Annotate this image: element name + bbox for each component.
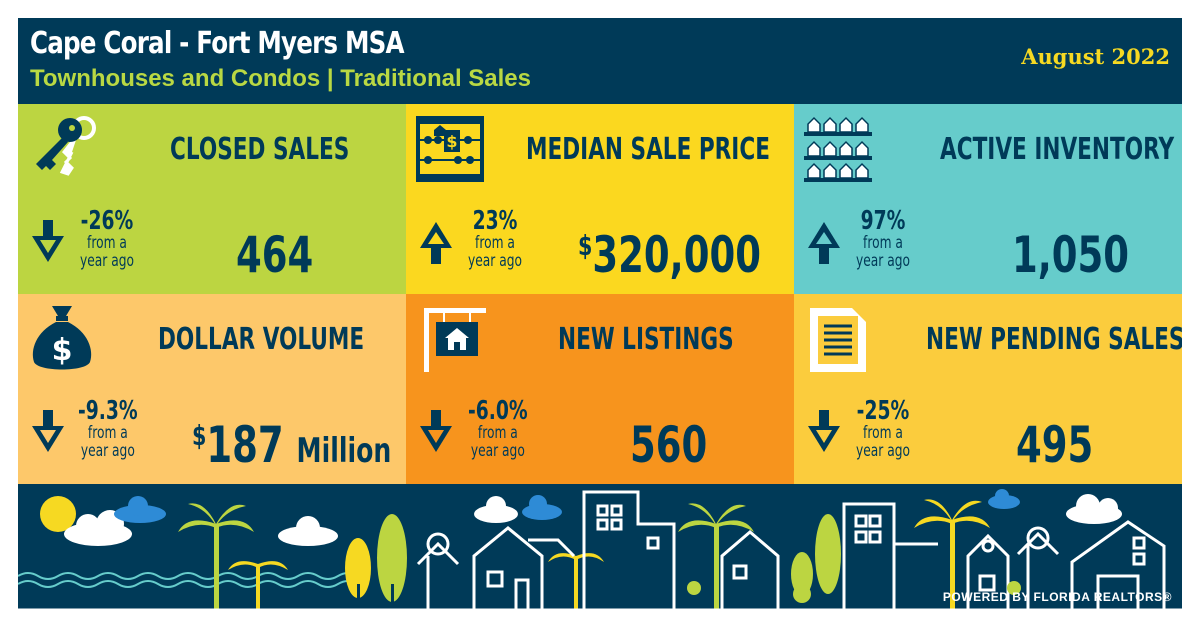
- arrow-down-icon: [420, 410, 452, 452]
- change-sub: year ago: [468, 251, 522, 271]
- svg-text:$: $: [446, 132, 457, 151]
- change-percent: -25%: [856, 396, 910, 426]
- value-number: 187: [206, 416, 284, 474]
- change-sub: year ago: [856, 251, 910, 271]
- palm-tree-icon: [914, 499, 990, 610]
- value-unit: Million: [296, 431, 392, 471]
- cloud-icon: [64, 510, 132, 546]
- cloud-icon: [278, 516, 338, 546]
- tile-value: $320,000: [578, 230, 761, 280]
- arrow-up-icon: [420, 222, 452, 264]
- change-text: -6.0% from a year ago: [468, 398, 528, 460]
- tile-active-inventory: ACTIVE INVENTORY 97% from a year ago 1,0…: [794, 104, 1182, 294]
- palm-tree-icon: [178, 503, 254, 610]
- change-text: 97% from a year ago: [856, 208, 910, 270]
- palm-tree-icon: [228, 561, 288, 610]
- palm-tree-icon: [548, 553, 604, 610]
- change-sub: from a: [477, 423, 518, 443]
- shrub-icon: [687, 581, 1021, 603]
- document-icon: [810, 308, 866, 372]
- powered-by-text: POWERED BY FLORIDA REALTORS®: [942, 590, 1172, 604]
- change-sub: from a: [87, 233, 127, 253]
- tile-label: DOLLAR VOLUME: [158, 322, 365, 357]
- tree-icon: [345, 514, 841, 610]
- cloud-icon: [114, 496, 166, 523]
- tile-value: 1,050: [1012, 230, 1129, 280]
- keys-icon: [36, 116, 96, 176]
- cloud-icon: [988, 489, 1020, 509]
- change-percent: -26%: [80, 206, 134, 236]
- money-bag-icon: $: [32, 306, 92, 370]
- report-date: August 2022: [1021, 44, 1170, 69]
- page-subtitle: Townhouses and Condos | Traditional Sale…: [30, 65, 531, 92]
- palm-tree-icon: [678, 503, 754, 610]
- cloud-icon: [1066, 494, 1122, 524]
- change-percent: 97%: [860, 206, 906, 236]
- arrow-up-icon: [808, 222, 840, 264]
- change-sub: year ago: [80, 441, 135, 461]
- change-sub: from a: [87, 423, 128, 443]
- city-skyline-illustration: [18, 489, 1182, 610]
- svg-text:$: $: [52, 333, 73, 368]
- tile-value: $187 Million: [192, 420, 391, 470]
- tile-label: CLOSED SALES: [170, 132, 350, 167]
- tile-new-pending-sales: NEW PENDING SALES -25% from a year ago 4…: [794, 294, 1182, 484]
- houses-outline-icon: [18, 490, 1182, 610]
- value-prefix: $: [578, 229, 593, 262]
- tile-label: MEDIAN SALE PRICE: [526, 132, 770, 167]
- houses-rows-icon: [804, 116, 872, 182]
- tile-value: 464: [236, 230, 313, 280]
- change-text: -9.3% from a year ago: [78, 398, 138, 460]
- page-title: Cape Coral - Fort Myers MSA: [30, 26, 405, 61]
- change-text: 23% from a year ago: [468, 208, 522, 270]
- tile-label: NEW LISTINGS: [558, 322, 734, 357]
- change-sub: from a: [475, 233, 515, 253]
- change-sub: year ago: [856, 441, 910, 461]
- tile-value: 560: [630, 420, 707, 470]
- change-text: -25% from a year ago: [856, 398, 910, 460]
- change-sub: year ago: [80, 251, 134, 271]
- change-text: -26% from a year ago: [80, 208, 134, 270]
- tile-value: 495: [1016, 420, 1093, 470]
- value-number: 1,050: [1012, 226, 1130, 284]
- value-number: 464: [236, 226, 314, 284]
- value-number: 560: [630, 416, 708, 474]
- tile-dollar-volume: $ DOLLAR VOLUME -9.3% from a year ago $1…: [18, 294, 406, 484]
- value-prefix: $: [192, 419, 207, 452]
- change-percent: 23%: [472, 206, 518, 236]
- arrow-down-icon: [32, 410, 64, 452]
- arrow-down-icon: [32, 220, 64, 262]
- change-percent: -6.0%: [468, 396, 528, 426]
- abacus-icon: $: [416, 116, 484, 182]
- change-sub: year ago: [470, 441, 525, 461]
- value-number: 495: [1016, 416, 1094, 474]
- tile-median-sale-price: $ MEDIAN SALE PRICE 23% from a year ago …: [406, 104, 794, 294]
- tile-label: NEW PENDING SALES: [926, 322, 1182, 357]
- tile-new-listings: NEW LISTINGS -6.0% from a year ago 560: [406, 294, 794, 484]
- change-percent: -9.3%: [78, 396, 138, 426]
- cloud-icon: [474, 496, 518, 523]
- sun-icon: [40, 496, 76, 532]
- infographic: Cape Coral - Fort Myers MSA Townhouses a…: [18, 18, 1182, 610]
- tile-closed-sales: CLOSED SALES -26% from a year ago 464: [18, 104, 406, 294]
- arrow-down-icon: [808, 410, 840, 452]
- value-number: 320,000: [592, 226, 761, 284]
- tile-label: ACTIVE INVENTORY: [940, 132, 1175, 167]
- cloud-icon: [522, 495, 562, 520]
- change-sub: from a: [863, 423, 903, 443]
- change-sub: from a: [863, 233, 903, 253]
- for-sale-sign-icon: [424, 308, 486, 372]
